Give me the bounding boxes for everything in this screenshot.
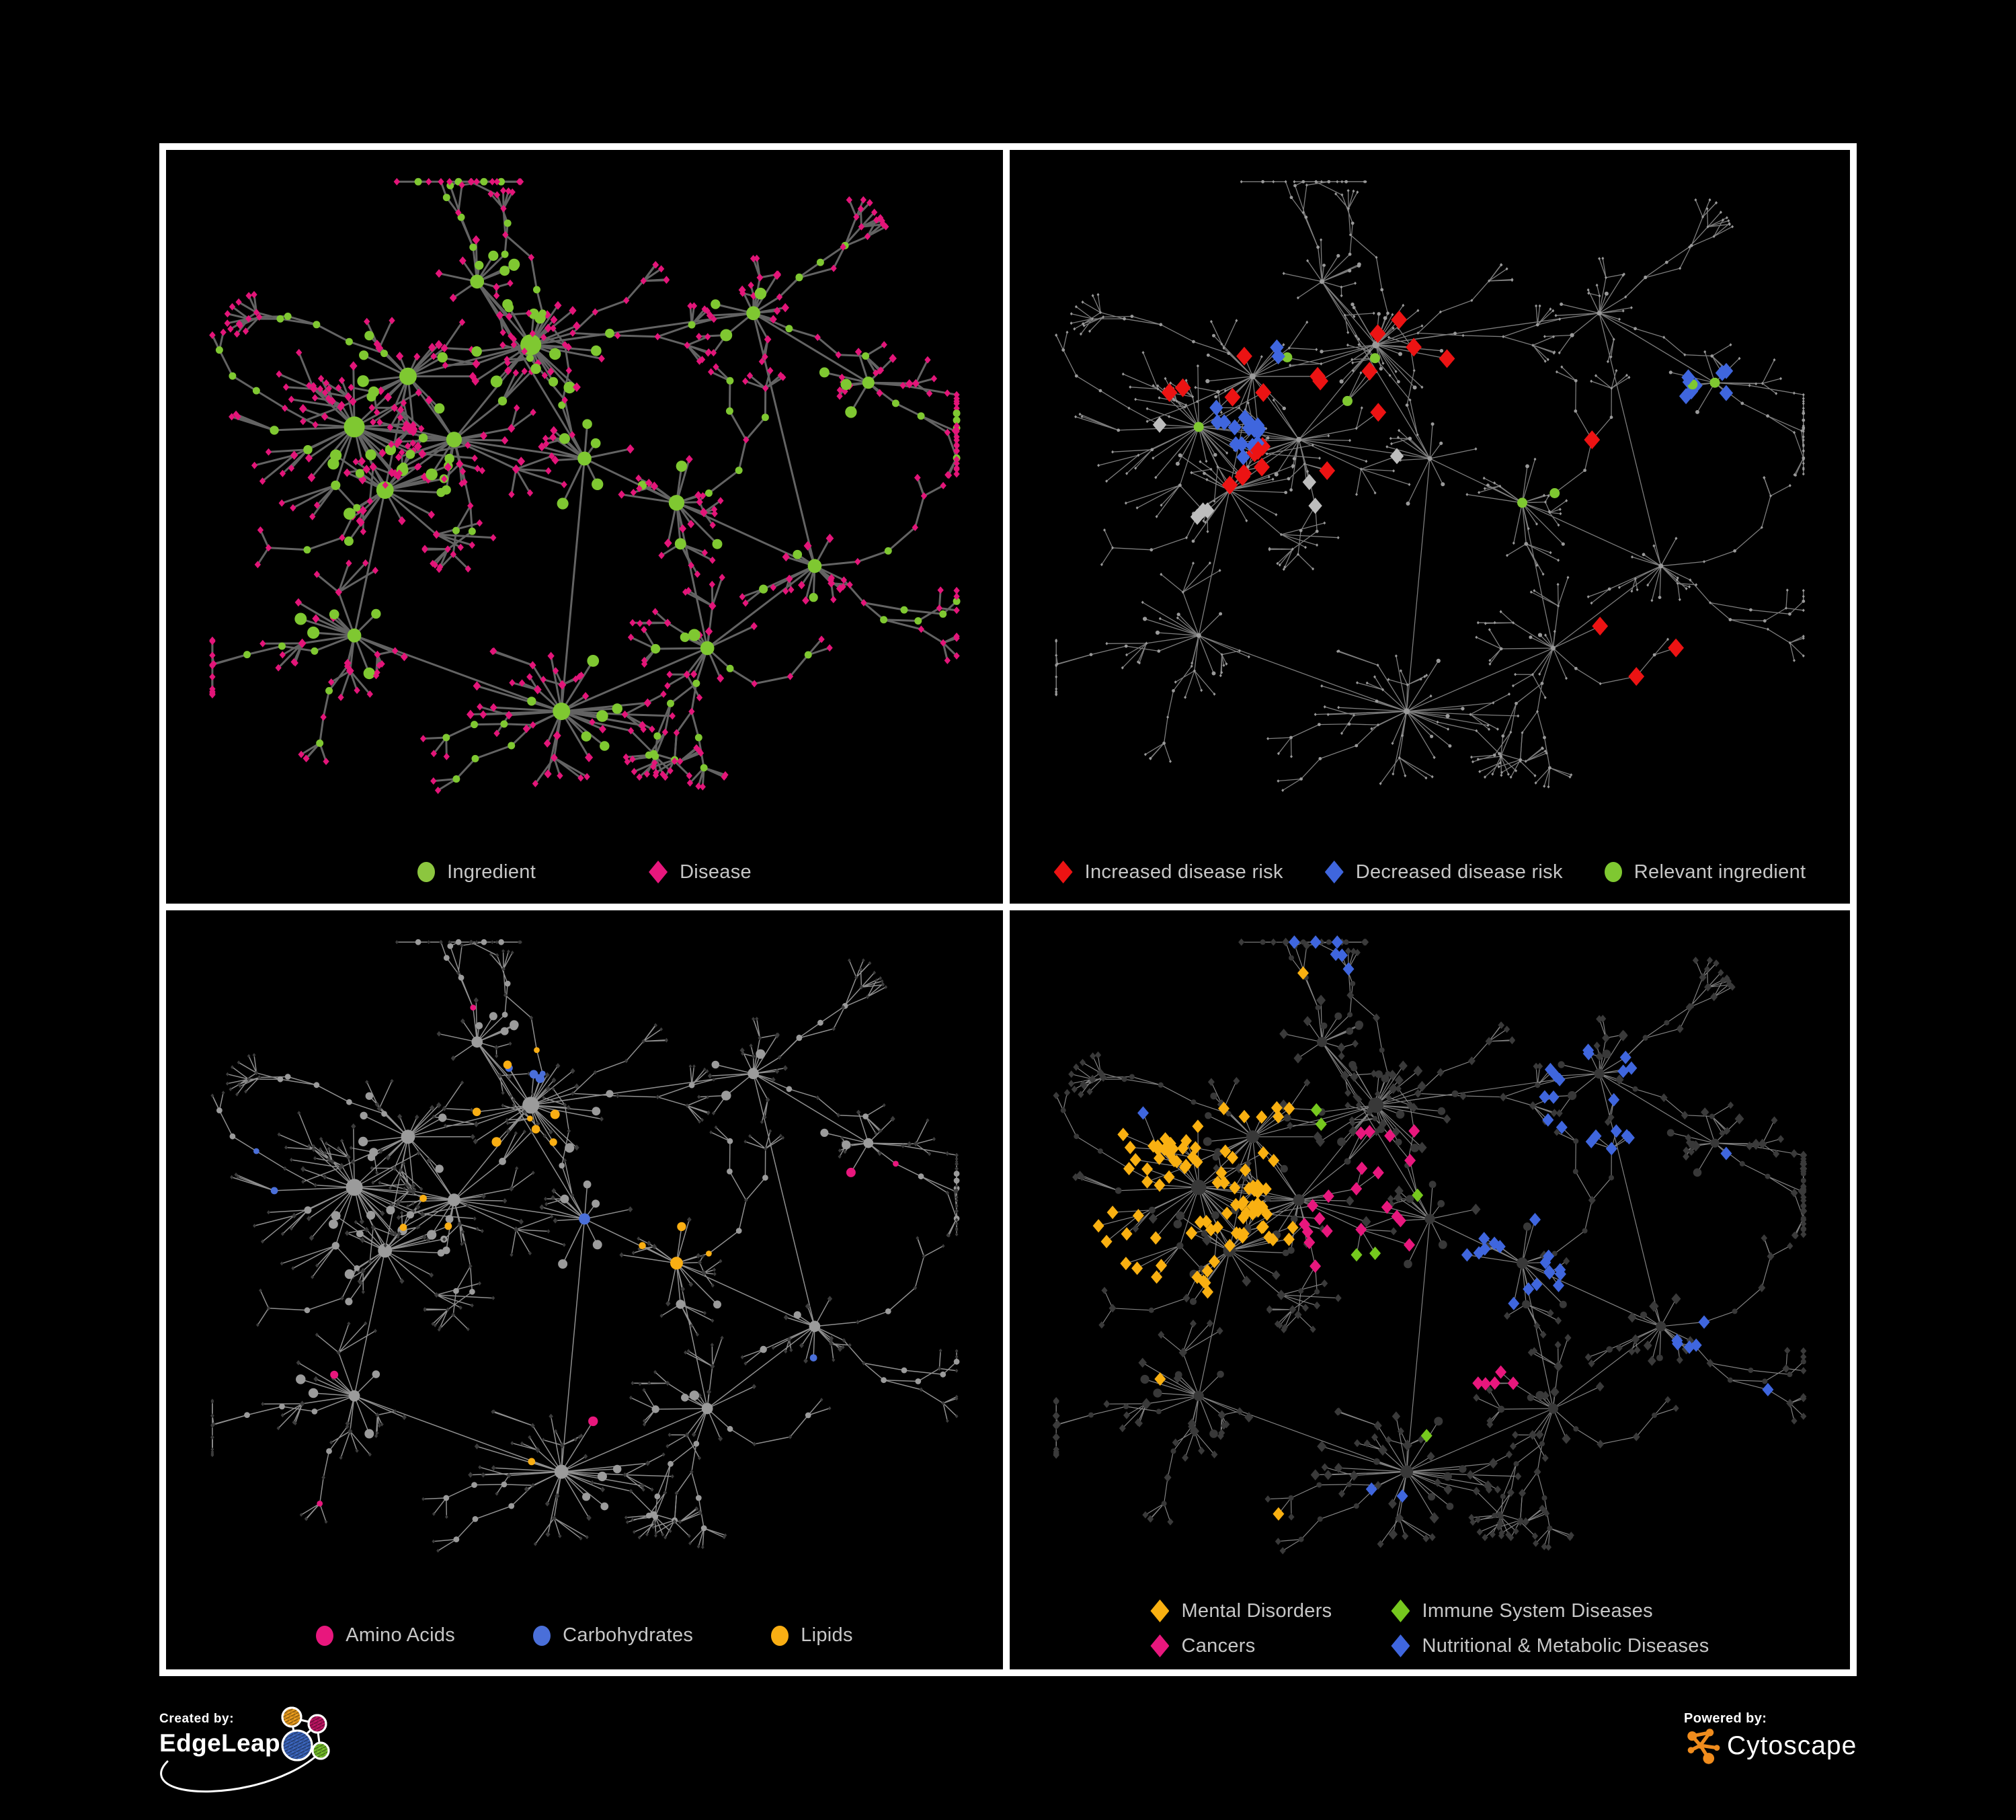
legend-item-decreased-disease-risk: Decreased disease risk: [1324, 861, 1563, 883]
network-graph-disease-classes: [1052, 935, 1808, 1554]
network-graph-ingredient-classes: [210, 939, 960, 1553]
legend-item-cancers: Cancers: [1150, 1634, 1332, 1657]
diamond-legend-marker-icon: [649, 861, 668, 883]
panel-ingredient-disease: Ingredient Disease: [159, 143, 1010, 910]
diamond-legend-marker-icon: [1324, 861, 1344, 883]
legend-item-nutritional-metabolic-diseases: Nutritional & Metabolic Diseases: [1391, 1634, 1709, 1657]
panel-disease-classes: Mental Disorders Immune System Diseases Ca…: [1010, 910, 1857, 1676]
legend-label: Ingredient: [447, 861, 536, 883]
legend-disease-risk: Increased disease risk Decreased disease …: [1010, 861, 1850, 883]
cytoscape-logo-icon: [1687, 1729, 1720, 1764]
edgeleap-wordmark: EdgeLeap: [159, 1729, 281, 1757]
circle-legend-marker-icon: [771, 1625, 789, 1646]
legend-label: Cancers: [1181, 1634, 1256, 1657]
legend-label: Relevant ingredient: [1634, 861, 1806, 883]
legend-label: Carbohydrates: [563, 1624, 694, 1646]
edgeleap-logo-icon: [281, 1706, 330, 1762]
legend-label: Increased disease risk: [1084, 861, 1283, 883]
legend-item-mental-disorders: Mental Disorders: [1150, 1599, 1332, 1622]
legend-label: Amino Acids: [346, 1624, 456, 1646]
panel-ingredient-classes: Amino Acids Carbohydrates Lipids: [159, 910, 1010, 1676]
legend-label: Decreased disease risk: [1355, 861, 1563, 883]
circle-legend-marker-icon: [417, 862, 436, 882]
diamond-legend-marker-icon: [1150, 1634, 1170, 1657]
panel-disease-risk: Increased disease risk Decreased disease …: [1010, 143, 1857, 910]
circle-legend-marker-icon: [533, 1625, 551, 1646]
legend-label: Immune System Diseases: [1422, 1599, 1653, 1622]
legend-item-ingredient: Ingredient: [417, 861, 536, 883]
legend-item-amino-acids: Amino Acids: [316, 1624, 455, 1647]
circle-legend-marker-icon: [316, 1625, 334, 1646]
cytoscape-credit: Powered by: Cytoscape: [1684, 1711, 1857, 1766]
legend-ingredient-classes: Amino Acids Carbohydrates Lipids: [166, 1624, 1003, 1647]
cytoscape-wordmark: Cytoscape: [1727, 1731, 1857, 1760]
network-graph-disease-risk: [1055, 180, 1806, 792]
legend-item-relevant-ingredient: Relevant ingredient: [1604, 861, 1806, 883]
legend-item-lipids: Lipids: [771, 1624, 853, 1647]
panel-grid: Ingredient Disease Increased disease risk…: [159, 143, 1857, 1676]
legend-label: Mental Disorders: [1181, 1599, 1332, 1622]
legend-label: Disease: [680, 861, 752, 883]
legend-ingredient-disease: Ingredient Disease: [166, 861, 1003, 883]
legend-item-disease: Disease: [649, 861, 752, 883]
diamond-legend-marker-icon: [1053, 861, 1073, 883]
edgeleap-credit: Created by: EdgeLeap: [159, 1706, 388, 1813]
diamond-legend-marker-icon: [1391, 1634, 1410, 1657]
powered-by-label: Powered by:: [1684, 1711, 1767, 1726]
created-by-label: Created by:: [159, 1712, 235, 1726]
legend-label: Lipids: [801, 1624, 853, 1646]
legend-item-carbohydrates: Carbohydrates: [533, 1624, 693, 1647]
circle-legend-marker-icon: [1604, 862, 1622, 882]
legend-disease-classes: Mental Disorders Immune System Diseases Ca…: [1010, 1599, 1850, 1657]
diamond-legend-marker-icon: [1150, 1599, 1170, 1622]
network-graph-ingredient-disease: [209, 177, 961, 794]
legend-item-immune-system-diseases: Immune System Diseases: [1391, 1599, 1709, 1622]
legend-label: Nutritional & Metabolic Diseases: [1422, 1634, 1709, 1657]
legend-item-increased-disease-risk: Increased disease risk: [1053, 861, 1283, 883]
diamond-legend-marker-icon: [1391, 1599, 1410, 1622]
